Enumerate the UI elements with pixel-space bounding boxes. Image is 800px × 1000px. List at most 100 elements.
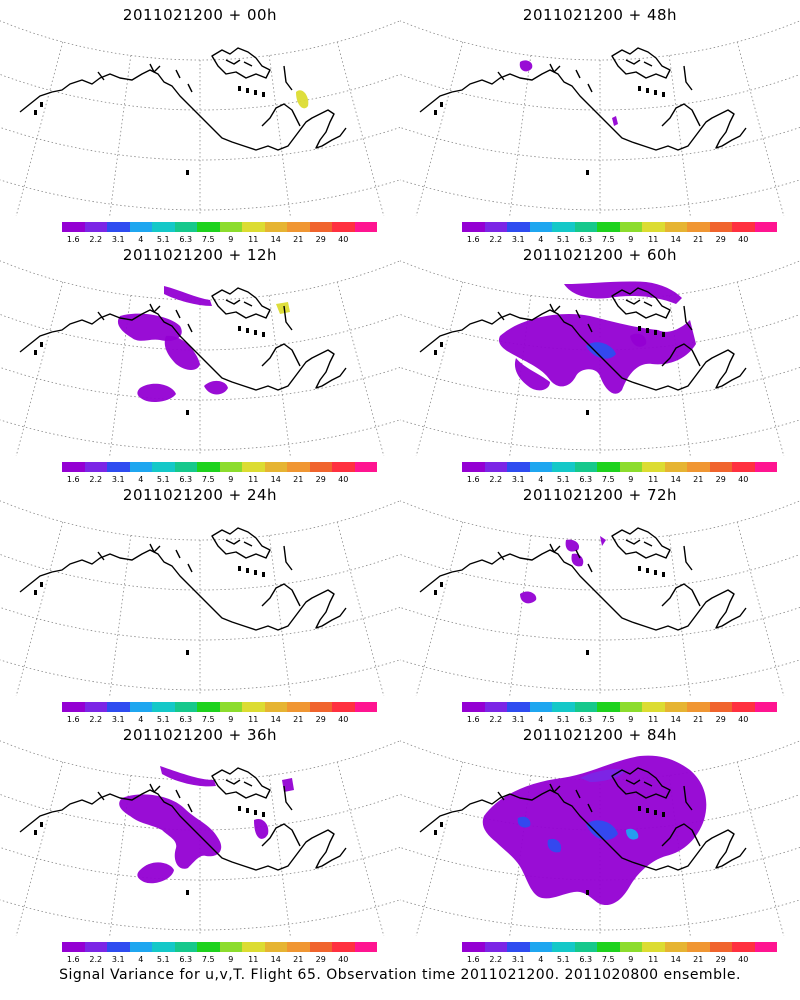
colorbar-ticks: 1.6 2.2 3.1 4 5.1 6.3 7.5 9 11 14 21 29 40 [462, 475, 777, 485]
colorbar-swatch [597, 702, 620, 712]
colorbar-swatch [264, 702, 287, 712]
colorbar-swatch [84, 702, 107, 712]
colorbar-tick-label: 9 [228, 715, 234, 724]
coastline [419, 549, 747, 631]
colorbar-tick-label: 3.1 [511, 475, 525, 484]
colorbar-tick-label: 7.5 [201, 955, 215, 964]
colorbar-swatch [354, 222, 377, 232]
colorbar-swatch [332, 702, 355, 712]
colorbar-swatch [732, 222, 755, 232]
colorbar-tick-label: 2.2 [489, 475, 503, 484]
colorbar-tick-label: 4 [538, 235, 544, 244]
colorbar-tick-label: 29 [715, 715, 726, 724]
colorbar-ticks: 1.6 2.2 3.1 4 5.1 6.3 7.5 9 11 14 21 29 40 [462, 715, 777, 725]
colorbar-tick-label: 5.1 [556, 955, 570, 964]
colorbar-swatch [219, 702, 242, 712]
colorbar-tick-label: 7.5 [201, 715, 215, 724]
island [646, 328, 649, 333]
colorbar-swatch [287, 462, 310, 472]
colorbar-tick-label: 29 [715, 475, 726, 484]
island [238, 566, 241, 571]
colorbar-tick-label: 9 [628, 475, 634, 484]
colorbar-tick-label: 40 [738, 475, 749, 484]
graticule-meridian [736, 41, 785, 216]
island [246, 808, 249, 813]
island [34, 830, 37, 835]
colorbar-tick-label: 11 [248, 475, 259, 484]
graticule-meridian [336, 281, 385, 456]
colorbar-swatch [354, 462, 377, 472]
colorbar-swatch [107, 942, 130, 952]
variance-region [612, 116, 618, 126]
graticule-meridian [15, 761, 64, 936]
colorbar-swatch [332, 462, 355, 472]
colorbar-tick-label: 21 [293, 235, 304, 244]
colorbar-tick-label: 3.1 [511, 955, 525, 964]
colorbar-tick-label: 2.2 [89, 475, 103, 484]
colorbar-swatch [129, 462, 152, 472]
graticule-arc [0, 793, 400, 831]
colorbar-tick-label: 11 [648, 715, 659, 724]
coastline [97, 543, 293, 573]
colorbar-tick-label: 3.1 [111, 235, 125, 244]
colorbar-tick-label: 21 [693, 475, 704, 484]
island [646, 88, 649, 93]
variance-region [586, 342, 616, 359]
island [646, 808, 649, 813]
colorbar-swatch [754, 702, 777, 712]
colorbar-tick-label: 5.1 [156, 715, 170, 724]
variance-region [137, 862, 174, 884]
colorbar-swatch [219, 942, 242, 952]
panel-title: 2011021200 + 60h [522, 246, 678, 264]
variance-region [586, 820, 618, 840]
colorbar-tick-label: 11 [248, 235, 259, 244]
coastline [19, 549, 347, 631]
panel-title: 2011021200 + 24h [122, 486, 278, 504]
variance-region [137, 383, 176, 402]
colorbar-tick-label: 7.5 [601, 235, 615, 244]
graticule-meridian [15, 281, 64, 456]
colorbar-tick-label: 6.3 [179, 955, 193, 964]
graticule-arc [400, 73, 800, 111]
coastline [419, 309, 747, 391]
variance-region [630, 333, 647, 347]
island [654, 570, 657, 575]
coastline [261, 583, 301, 607]
colorbar [462, 942, 777, 952]
colorbar-swatch [619, 942, 642, 952]
coastline [497, 63, 693, 93]
coastline [211, 527, 271, 559]
colorbar-tick-label: 21 [693, 955, 704, 964]
colorbar-tick-label: 6.3 [579, 235, 593, 244]
island [586, 890, 589, 895]
island [238, 86, 241, 91]
colorbar-tick-label: 4 [138, 475, 144, 484]
coastline [19, 69, 347, 151]
colorbar-tick-label: 40 [338, 715, 349, 724]
colorbar-swatch [309, 462, 332, 472]
colorbar-tick-label: 14 [670, 475, 681, 484]
colorbar-ticks: 1.6 2.2 3.1 4 5.1 6.3 7.5 9 11 14 21 29 40 [462, 955, 777, 965]
colorbar-tick-label: 6.3 [579, 955, 593, 964]
colorbar-tick-label: 1.6 [466, 955, 480, 964]
colorbar-swatch [332, 942, 355, 952]
map-plot [400, 500, 800, 696]
island [434, 830, 437, 835]
graticule-meridian [268, 295, 291, 456]
island [638, 566, 641, 571]
graticule-meridian [109, 295, 132, 456]
colorbar-tick-label: 40 [738, 235, 749, 244]
colorbar-tick-label: 2.2 [489, 715, 503, 724]
colorbar [62, 702, 377, 712]
colorbar-tick-label: 1.6 [66, 475, 80, 484]
island [254, 810, 257, 815]
colorbar-swatch [332, 222, 355, 232]
colorbar-tick-label: 21 [293, 715, 304, 724]
coastline [261, 103, 301, 127]
graticule-meridian [109, 55, 132, 216]
colorbar-swatch [84, 942, 107, 952]
colorbar [62, 942, 377, 952]
panel-title: 2011021200 + 48h [522, 6, 678, 24]
colorbar-tick-label: 2.2 [489, 235, 503, 244]
colorbar-tick-label: 11 [648, 235, 659, 244]
